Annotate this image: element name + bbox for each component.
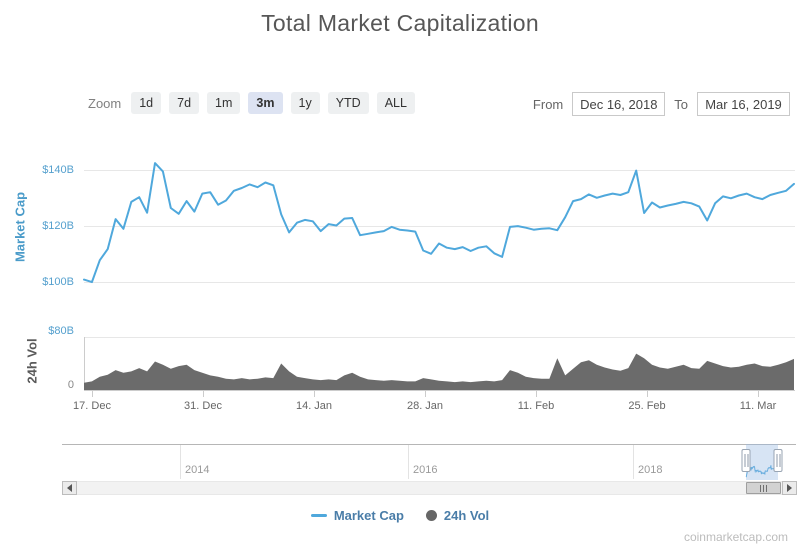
- legend: Market Cap 24h Vol: [0, 508, 800, 523]
- legend-item-market-cap[interactable]: Market Cap: [310, 508, 404, 523]
- zoom-button-ytd[interactable]: YTD: [327, 92, 369, 114]
- main-gridlines: [84, 170, 795, 338]
- navigator-handle-left[interactable]: [741, 449, 751, 472]
- market-cap-line: [83, 162, 795, 284]
- zoom-controls: Zoom 1d 7d 1m 3m 1y YTD ALL: [88, 92, 423, 114]
- volume-axis-lines: [84, 337, 795, 391]
- legend-item-24h-vol[interactable]: 24h Vol: [425, 508, 490, 523]
- y-tick-140b: $140B: [42, 164, 74, 176]
- from-date-input[interactable]: [572, 92, 666, 116]
- navigator-gridlines: [180, 445, 634, 479]
- x-tick-label: 11. Mar: [739, 400, 777, 412]
- scrollbar-left-arrow[interactable]: [62, 481, 77, 495]
- arrow-left-icon: [67, 484, 72, 492]
- volume-area: [84, 353, 794, 390]
- x-tick-label: 17. Dec: [73, 400, 111, 412]
- from-label: From: [532, 96, 564, 112]
- zoom-label: Zoom: [88, 95, 122, 111]
- navigator-selection[interactable]: [746, 444, 778, 480]
- x-tick-label: 11. Feb: [517, 400, 555, 412]
- zoom-button-1y[interactable]: 1y: [290, 92, 320, 114]
- zoom-button-7d[interactable]: 7d: [169, 92, 200, 114]
- navigator-frame: [62, 444, 796, 479]
- legend-label: 24h Vol: [443, 508, 490, 523]
- scrollbar-thumb[interactable]: [746, 482, 781, 494]
- x-tick-label: 28. Jan: [406, 400, 444, 412]
- x-axis-tick-marks: [92, 391, 759, 397]
- x-tick-label: 14. Jan: [295, 400, 333, 412]
- page-title: Total Market Capitalization: [261, 10, 539, 36]
- x-tick-label: 25. Feb: [628, 400, 666, 412]
- y-tick-120b: $120B: [42, 220, 74, 232]
- zoom-button-1m[interactable]: 1m: [207, 92, 241, 114]
- line-marker-icon: [310, 514, 327, 517]
- to-date-input[interactable]: [697, 92, 790, 116]
- arrow-right-icon: [787, 484, 792, 492]
- scrollbar-right-arrow[interactable]: [782, 481, 797, 495]
- zoom-button-all[interactable]: ALL: [376, 92, 415, 114]
- navigator-series: [745, 464, 779, 478]
- navigator-year-label: 2018: [638, 464, 663, 476]
- legend-label: Market Cap: [333, 508, 404, 523]
- y-tick-80b: $80B: [48, 325, 74, 337]
- zoom-button-3m[interactable]: 3m: [248, 92, 283, 114]
- zoom-button-1d[interactable]: 1d: [131, 92, 162, 114]
- navigator-handle-right[interactable]: [773, 449, 783, 472]
- watermark: coinmarketcap.com: [683, 530, 788, 544]
- y-tick-0: 0: [67, 379, 74, 391]
- date-range-controls: From To: [533, 92, 790, 116]
- x-tick-label: 31. Dec: [184, 400, 222, 412]
- circle-marker-icon: [425, 510, 437, 521]
- navigator-year-label: 2016: [413, 464, 438, 476]
- to-label: To: [674, 96, 688, 112]
- y-tick-100b: $100B: [42, 276, 74, 288]
- navigator-year-label: 2014: [185, 464, 210, 476]
- scrollbar-track[interactable]: [77, 481, 782, 495]
